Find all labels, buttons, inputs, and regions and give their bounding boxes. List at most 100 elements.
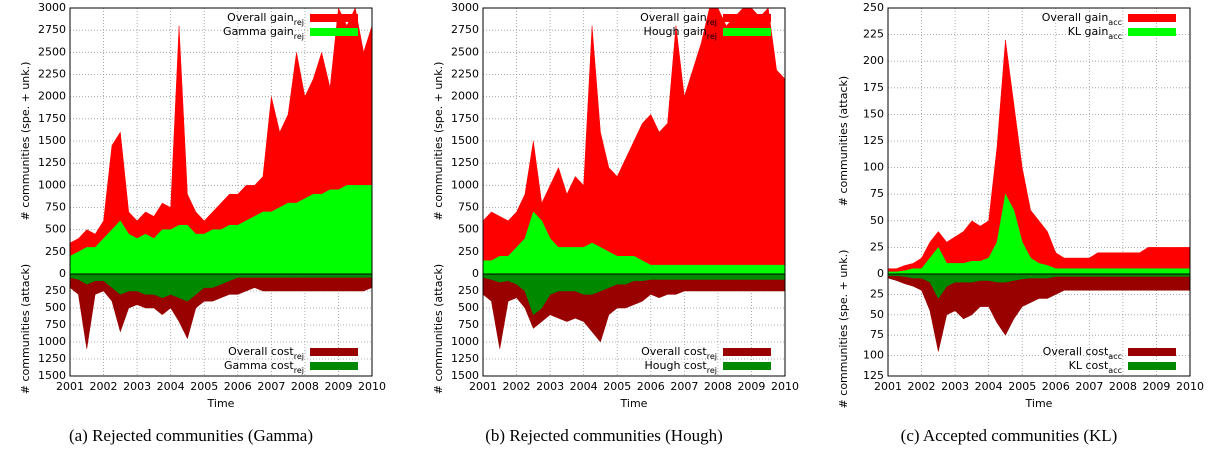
area [482, 273, 786, 316]
legend-name: Overall cost [641, 345, 707, 358]
legend-name: KL gain [1068, 25, 1109, 38]
legend-swatch [1128, 348, 1176, 356]
legend-name: Overall gain [640, 11, 707, 24]
x-tick-label: 2007 [670, 380, 698, 393]
caption: (b) Rejected communities (Hough) [485, 426, 722, 445]
area [887, 273, 1191, 352]
y-tick-label: 2500 [451, 45, 479, 58]
x-tick-label: 2009 [737, 380, 765, 393]
legend-name: Overall gain [227, 11, 294, 24]
area [69, 273, 373, 302]
y-tick-label: 1250 [451, 156, 479, 169]
y-tick-label: 0 [877, 267, 884, 280]
legend-label: Gamma costrej [224, 359, 304, 375]
legend-sub: rej [294, 32, 304, 41]
x-tick-label: 2005 [190, 380, 218, 393]
y2-tick-label: 1500 [451, 369, 479, 382]
plot-frame [887, 7, 1191, 377]
y-tick-label: 1750 [451, 112, 479, 125]
legend-name: Gamma gain [223, 25, 294, 38]
y2-tick-label: 25 [870, 287, 884, 300]
x-tick-label: 2007 [1075, 380, 1103, 393]
x-tick-label: 2002 [908, 380, 936, 393]
x-tick-label: 2008 [704, 380, 732, 393]
legend-label: Hough costrej [644, 359, 717, 375]
x-axis-label: Time [207, 397, 235, 410]
legend-swatch [723, 348, 771, 356]
y-tick-label: 175 [863, 81, 884, 94]
y2-tick-label: 250 [45, 284, 66, 297]
area [887, 273, 1191, 299]
y2-tick-label: 1000 [38, 335, 66, 348]
x-tick-label: 2006 [224, 380, 252, 393]
x-tick-label: 2009 [324, 380, 352, 393]
legend-name: KL cost [1069, 359, 1109, 372]
y-axis-label: # communities (spe. + unk.) [19, 62, 32, 221]
legend-sub: rej [294, 366, 304, 375]
y-tick-label: 1500 [38, 134, 66, 147]
legend-label: Overall gainacc [1042, 11, 1122, 27]
y-axis-label: # communities (spe. + unk.) [432, 62, 445, 221]
legend-sub: rej [294, 352, 304, 361]
caption: (c) Accepted communities (KL) [901, 426, 1118, 445]
panel: 0 250 500 750 1000 1250 1500 1750 2000 2250 2500 27… [432, 1, 799, 445]
x-tick-label: 2008 [1109, 380, 1137, 393]
y2-tick-label: 750 [45, 318, 66, 331]
x-tick-label: 2003 [536, 380, 564, 393]
y-tick-label: 1000 [451, 178, 479, 191]
legend-label: Gamma gainrej [223, 25, 304, 41]
legend-label: KL gainacc [1068, 25, 1122, 41]
x-tick-label: 2007 [257, 380, 285, 393]
legend-sub: rej [707, 18, 717, 27]
x-tick-label: 2004 [157, 380, 185, 393]
x-tick-label: 2008 [291, 380, 319, 393]
panel: 0 250 500 750 1000 1250 1500 1750 2000 2250 2500 27… [19, 1, 386, 445]
y-tick-label: 100 [863, 161, 884, 174]
x-tick-label: 2002 [90, 380, 118, 393]
legend-label: KL costacc [1069, 359, 1122, 375]
legend-swatch [1128, 362, 1176, 370]
legend-name: Overall cost [1043, 345, 1109, 358]
x-tick-label: 2010 [771, 380, 799, 393]
y-tick-label: 200 [863, 54, 884, 67]
legend-label: Overall costrej [641, 345, 717, 361]
y2-axis-label: # communities (attack) [432, 264, 445, 394]
x-tick-label: 2005 [1008, 380, 1036, 393]
y-tick-label: 500 [458, 223, 479, 236]
plot-frame [69, 7, 373, 377]
x-tick-label: 2005 [603, 380, 631, 393]
y2-tick-label: 1250 [451, 352, 479, 365]
x-tick-label: 2010 [358, 380, 386, 393]
legend-sub: rej [707, 352, 717, 361]
y-tick-label: 50 [870, 214, 884, 227]
y-tick-label: 2000 [38, 90, 66, 103]
x-tick-label: 2001 [874, 380, 902, 393]
y2-tick-label: 1000 [451, 335, 479, 348]
legend-swatch [723, 362, 771, 370]
y-tick-label: 125 [863, 134, 884, 147]
x-tick-label: 2004 [570, 380, 598, 393]
x-tick-label: 2006 [1042, 380, 1070, 393]
x-axis-label: Time [620, 397, 648, 410]
y-tick-label: 1750 [38, 112, 66, 125]
x-tick-label: 2010 [1176, 380, 1204, 393]
y2-tick-label: 100 [863, 349, 884, 362]
area [69, 185, 373, 275]
y-tick-label: 25 [870, 240, 884, 253]
x-tick-label: 2002 [503, 380, 531, 393]
y-tick-label: 3000 [38, 1, 66, 14]
x-tick-label: 2001 [56, 380, 84, 393]
x-tick-label: 2003 [123, 380, 151, 393]
panel: 0 25 50 75 100 125 150 175 200 225 250 25 50 75 100 125… [837, 1, 1204, 445]
y-tick-label: 250 [863, 1, 884, 14]
y-tick-label: 250 [458, 245, 479, 258]
legend-name: Overall gain [1042, 11, 1109, 24]
y2-tick-label: 1500 [38, 369, 66, 382]
legend-label: Overall gainrej [227, 11, 304, 27]
y2-tick-label: 1250 [38, 352, 66, 365]
y-axis-label: # communities (attack) [837, 76, 850, 206]
caption: (a) Rejected communities (Gamma) [69, 426, 313, 445]
y-tick-label: 225 [863, 28, 884, 41]
y-tick-label: 0 [472, 267, 479, 280]
